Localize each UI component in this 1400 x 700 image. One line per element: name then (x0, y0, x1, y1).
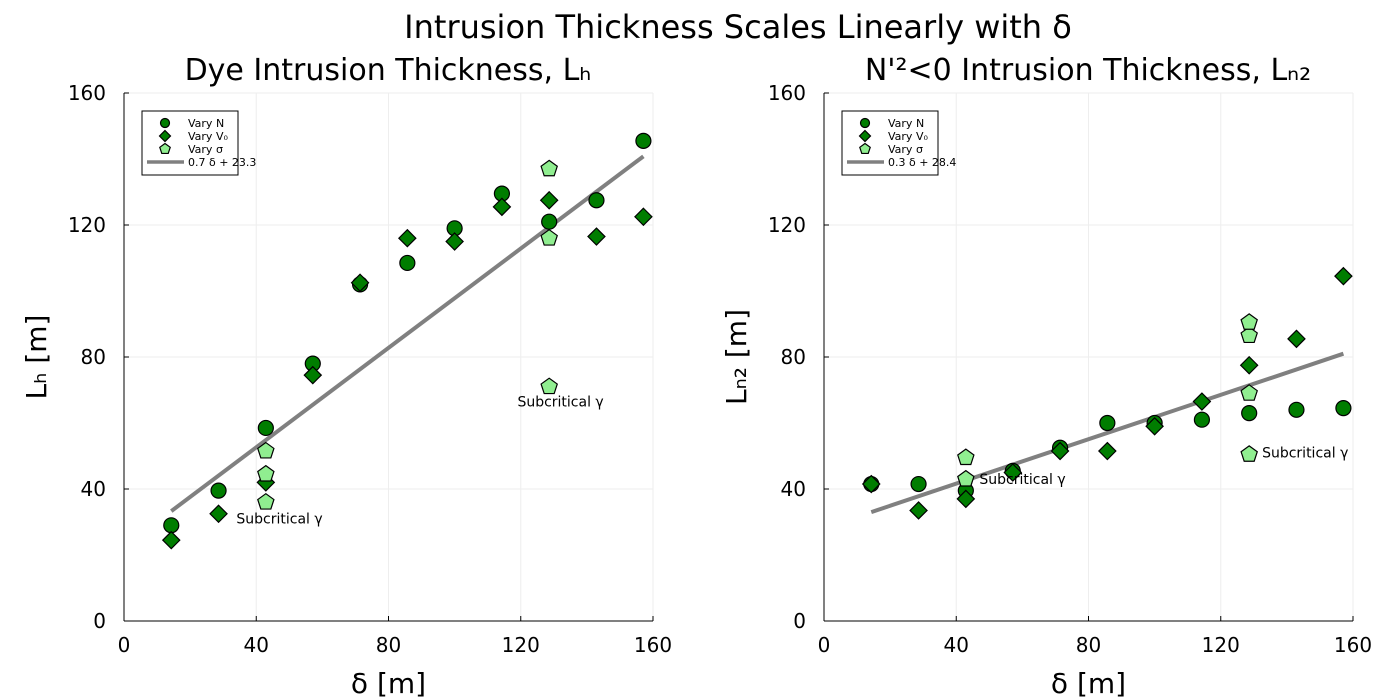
x-tick-label: 40 (944, 633, 969, 657)
panel-n2-intrusion: N'²<0 Intrusion Thickness, Lₙ₂ 0 40 80 120 16… (720, 53, 1372, 700)
data-point-circle (399, 254, 416, 272)
legend-swatch-circle (859, 117, 871, 129)
data-point-circle (1099, 414, 1116, 432)
data-point-diamond (1145, 416, 1164, 436)
x-tick-label: 120 (502, 633, 540, 657)
legend-label: Vary V₀ (188, 130, 228, 143)
y-tick-label: 80 (781, 345, 806, 369)
y-tick-label: 120 (768, 213, 806, 237)
x-tick-label: 80 (376, 633, 401, 657)
legend-label: 0.7 δ + 23.3 (188, 156, 256, 169)
data-point-circle (210, 482, 227, 499)
data-point-circle (163, 517, 180, 534)
x-tick-label: 40 (244, 633, 269, 657)
data-point-pentagon (540, 377, 558, 395)
y-tick-label: 120 (68, 213, 106, 237)
data-point-diamond (303, 365, 323, 385)
data-point-circle (1241, 405, 1258, 422)
x-tick-label: 120 (1202, 633, 1240, 657)
data-point-pentagon (257, 464, 275, 482)
y-tick-label: 0 (93, 609, 106, 633)
data-point-diamond (587, 227, 606, 246)
data-point-pentagon (257, 441, 275, 459)
annotation-label: Subcritical γ (236, 512, 322, 528)
data-point-diamond (956, 489, 976, 509)
x-axis-label: δ [m] (1051, 667, 1126, 700)
legend-label: Vary σ (888, 143, 923, 156)
y-tick-label: 160 (768, 81, 806, 105)
legend-label: Vary V₀ (888, 130, 928, 143)
data-point-circle (588, 192, 605, 209)
y-tick-label: 0 (793, 609, 806, 633)
legend-label: Vary N (188, 117, 224, 130)
data-point-diamond (634, 207, 653, 227)
data-point-diamond (1287, 329, 1306, 349)
data-point-pentagon (540, 228, 558, 246)
y-tick-label: 40 (781, 477, 806, 501)
fit-line (870, 351, 1345, 514)
x-tick-label: 80 (1076, 633, 1101, 657)
panel-title: Dye Intrusion Thickness, Lₕ (185, 53, 592, 88)
data-point-diamond (1239, 355, 1259, 375)
data-point-diamond (445, 232, 464, 251)
data-point-pentagon (1240, 445, 1258, 462)
legend-box (141, 110, 239, 176)
x-axis-label: δ [m] (351, 667, 426, 700)
x-tick-label: 160 (1334, 633, 1372, 657)
data-point-pentagon (957, 469, 975, 487)
figure-title: Intrusion Thickness Scales Linearly with… (404, 8, 1072, 46)
data-point-pentagon (1240, 326, 1258, 344)
data-point-diamond (861, 474, 881, 494)
data-point-diamond (209, 504, 228, 524)
legend-label: Vary σ (188, 143, 223, 156)
annotation-label: Subcritical γ (979, 472, 1065, 488)
data-point-pentagon (1240, 384, 1258, 401)
annotation-label: Subcritical γ (1262, 446, 1348, 462)
data-point-diamond (492, 197, 512, 217)
legend-swatch-diamond (158, 129, 172, 143)
legend-label: Vary N (888, 117, 924, 130)
data-point-diamond (909, 501, 928, 520)
data-point-circle (1193, 411, 1211, 428)
legend-swatch-pentagon (859, 142, 871, 155)
data-point-pentagon (257, 492, 275, 510)
data-point-diamond (1003, 463, 1023, 482)
legend-swatch-circle (159, 117, 171, 129)
y-axis-label: Lₕ [m] (20, 315, 53, 400)
data-point-pentagon (957, 448, 975, 466)
panel-title: N'²<0 Intrusion Thickness, Lₙ₂ (865, 53, 1311, 88)
data-point-diamond (1098, 441, 1117, 461)
data-point-diamond (1334, 266, 1353, 286)
data-point-pentagon (540, 159, 558, 177)
data-point-circle (541, 213, 558, 230)
legend-box (841, 110, 939, 176)
data-point-diamond (161, 530, 181, 550)
x-tick-label: 0 (118, 633, 131, 657)
data-point-circle (635, 132, 652, 149)
fit-line (170, 154, 645, 513)
panel-dye-intrusion: Dye Intrusion Thickness, Lₕ 0 40 80 120 160 0 4… (20, 53, 672, 700)
x-tick-label: 160 (634, 633, 672, 657)
y-axis-label: Lₙ₂ [m] (720, 309, 753, 405)
data-point-diamond (350, 273, 370, 293)
y-tick-label: 160 (68, 81, 106, 105)
annotation-label: Subcritical γ (517, 395, 603, 411)
y-tick-label: 80 (81, 345, 106, 369)
data-point-circle (1335, 400, 1352, 417)
data-point-circle (1288, 401, 1305, 418)
data-point-diamond (1050, 441, 1070, 461)
x-tick-label: 0 (818, 633, 831, 657)
data-point-pentagon (1240, 313, 1258, 330)
data-point-circle (910, 475, 927, 493)
legend-swatch-diamond (858, 129, 872, 143)
data-point-diamond (397, 228, 417, 248)
data-point-diamond (1192, 392, 1212, 411)
legend-label: 0.3 δ + 28.4 (888, 156, 956, 169)
legend-swatch-pentagon (159, 142, 171, 155)
data-point-circle (257, 419, 274, 437)
data-point-diamond (539, 190, 559, 210)
y-tick-label: 40 (81, 477, 106, 501)
